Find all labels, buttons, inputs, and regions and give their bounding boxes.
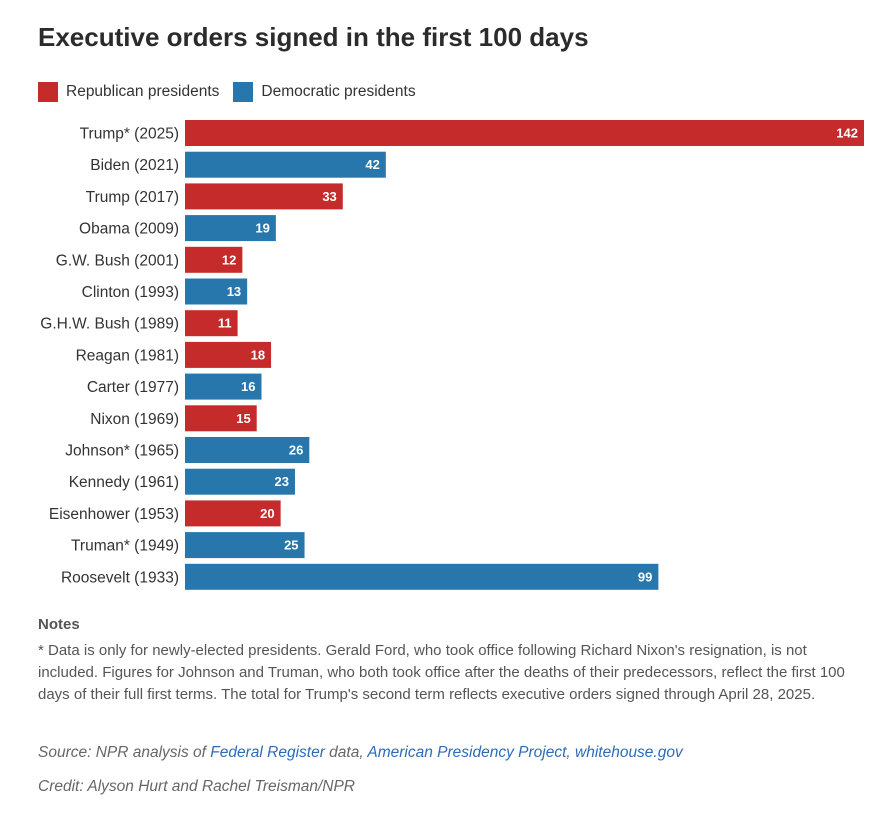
legend-swatch-republican: [38, 82, 58, 102]
category-label: Truman* (1949): [71, 538, 179, 555]
category-label: Obama (2009): [79, 221, 179, 238]
notes-heading: Notes: [38, 616, 80, 633]
legend-item-democratic: Democratic presidents: [233, 82, 416, 102]
bar: [185, 278, 248, 305]
category-label: Clinton (1993): [82, 284, 179, 301]
data-label: 18: [251, 347, 265, 362]
bar: [185, 341, 272, 368]
data-label: 42: [365, 157, 379, 172]
source-mid-2: ,: [566, 744, 576, 761]
category-label: Kennedy (1961): [69, 474, 179, 491]
bar: [185, 183, 343, 210]
category-label: Trump* (2025): [80, 126, 179, 143]
source-mid-1: data,: [324, 744, 368, 761]
legend-item-republican: Republican presidents: [38, 82, 219, 102]
category-label: Trump (2017): [86, 189, 179, 206]
data-label: 16: [241, 379, 255, 394]
bar: [185, 215, 276, 242]
bar: [185, 468, 295, 495]
data-label: 19: [255, 221, 269, 236]
bar: [185, 310, 238, 337]
data-label: 12: [222, 252, 236, 267]
legend-label-republican: Republican presidents: [66, 83, 220, 100]
source-link-american-presidency-project[interactable]: American Presidency Project: [367, 744, 567, 761]
data-label: 13: [227, 284, 241, 299]
bar: [185, 500, 281, 527]
data-label: 26: [289, 443, 303, 458]
chart-title: Executive orders signed in the first 100…: [38, 22, 589, 52]
bar: [185, 246, 243, 273]
data-label: 20: [260, 506, 274, 521]
data-label: 99: [638, 569, 652, 584]
data-label: 142: [836, 126, 858, 141]
source-link-federal-register[interactable]: Federal Register: [210, 744, 325, 761]
category-label: G.W. Bush (2001): [56, 252, 179, 269]
data-label: 33: [322, 189, 336, 204]
category-label: Roosevelt (1933): [61, 569, 179, 586]
bar: [185, 532, 305, 559]
bar: [185, 563, 659, 590]
data-label: 23: [275, 474, 289, 489]
bar: [185, 437, 310, 463]
category-label: G.H.W. Bush (1989): [40, 316, 179, 333]
category-label: Biden (2021): [90, 157, 179, 174]
bar: [185, 120, 864, 146]
category-label: Reagan (1981): [76, 347, 179, 364]
source-line: Source: NPR analysis of Federal Register…: [38, 744, 683, 762]
legend-label-democratic: Democratic presidents: [261, 83, 416, 100]
data-label: 11: [218, 316, 232, 331]
legend: Republican presidents Democratic preside…: [38, 82, 430, 102]
category-label: Nixon (1969): [90, 411, 179, 428]
bar: [185, 373, 262, 400]
category-label: Eisenhower (1953): [49, 506, 179, 523]
bar-chart: Trump* (2025) 142 Biden (2021) 42 Trump (201…: [40, 120, 864, 590]
source-prefix: Source: NPR analysis of: [38, 744, 211, 761]
bar: [185, 151, 386, 178]
credit-line: Credit: Alyson Hurt and Rachel Treisman/…: [38, 778, 356, 795]
source-link-whitehouse[interactable]: whitehouse.gov: [575, 744, 683, 761]
data-label: 25: [284, 538, 298, 553]
notes-text: * Data is only for newly-elected preside…: [38, 642, 845, 703]
category-label: Carter (1977): [87, 379, 179, 396]
legend-swatch-democratic: [233, 82, 254, 102]
bar: [185, 405, 257, 432]
data-label: 15: [236, 411, 250, 426]
category-label: Johnson* (1965): [65, 443, 179, 460]
